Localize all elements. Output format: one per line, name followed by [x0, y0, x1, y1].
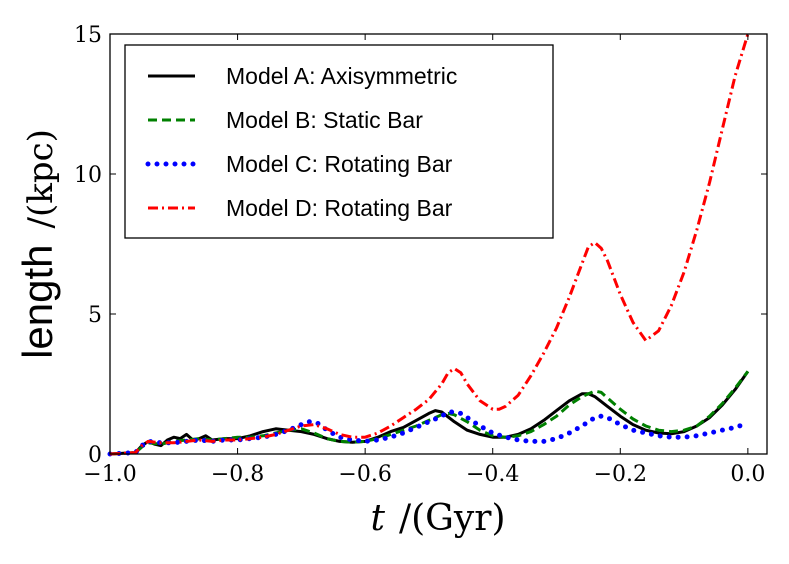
x-axis-label: t /(Gyr) — [371, 498, 506, 539]
x-tick-label: −1.0 — [83, 462, 136, 487]
y-axis-label: length /(kpc) — [14, 129, 61, 359]
x-tick-label: −0.6 — [338, 462, 391, 487]
legend-label-0: Model A: Axisymmetric — [226, 63, 457, 89]
series-line-2 — [107, 409, 751, 457]
y-axis-label-word: length — [14, 244, 61, 358]
x-tick-label: −0.8 — [211, 462, 264, 487]
y-tick-label: 15 — [74, 23, 102, 48]
legend-label-2: Model C: Rotating Bar — [226, 151, 453, 177]
legend-label-1: Model B: Static Bar — [226, 107, 423, 133]
plot-frame — [109, 33, 768, 455]
x-tick-label: −0.4 — [466, 462, 519, 487]
series-line-0 — [109, 370, 750, 456]
y-tick-label: 10 — [74, 163, 102, 188]
x-tick-label: 0.0 — [730, 462, 765, 487]
series-layer — [107, 33, 751, 457]
y-tick-label: 5 — [88, 303, 102, 328]
legend-label-3: Model D: Rotating Bar — [226, 195, 453, 221]
x-tick-label: −0.2 — [594, 462, 647, 487]
axis-layer: −1.0 −0.8 −0.6 −0.4 −0.2 0.0 0 5 10 15 — [74, 23, 767, 487]
y-tick-label: 0 — [88, 443, 102, 468]
legend-box — [124, 44, 554, 239]
y-axis-label-unit: /(kpc) — [21, 129, 61, 228]
x-axis-label-var: t — [371, 498, 386, 539]
series-line-3 — [109, 33, 750, 456]
legend: Model A: Axisymmetric Model B: Static Ba… — [124, 44, 554, 239]
x-axis-label-unit: /(Gyr) — [399, 498, 506, 539]
